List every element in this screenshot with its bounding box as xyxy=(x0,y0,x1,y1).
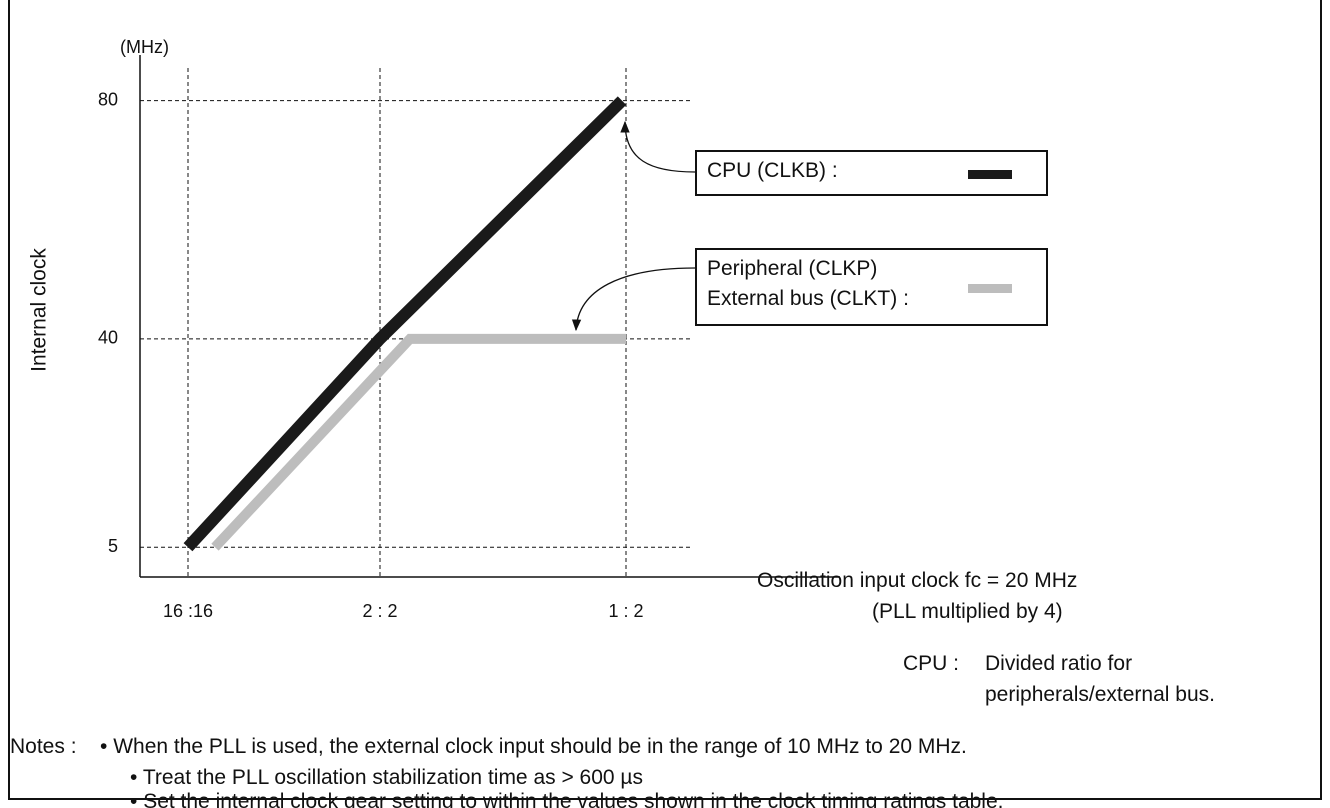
x-tick-label: 2 : 2 xyxy=(362,601,397,621)
note: When the PLL is used, the external clock… xyxy=(100,735,967,759)
annotation: (PLL multiplied by 4) xyxy=(872,600,1063,623)
legend-label: CPU (CLKB) : xyxy=(707,159,838,182)
annotation: CPU : xyxy=(903,652,960,675)
legend-swatch xyxy=(968,284,1012,293)
y-axis-label: Internal clock xyxy=(28,248,51,372)
notes-label: Notes : xyxy=(10,735,77,758)
y-tick-label: 40 xyxy=(98,328,118,348)
y-tick-label: 5 xyxy=(108,536,118,556)
legend-label: Peripheral (CLKP) External bus (CLKT) : xyxy=(707,257,909,310)
legend-swatch xyxy=(968,170,1012,179)
series-line xyxy=(183,96,627,552)
note: Treat the PLL oscillation stabilization … xyxy=(130,766,643,790)
arrow xyxy=(571,267,696,332)
x-tick-label: 1 : 2 xyxy=(608,601,643,621)
annotation: Oscillation input clock fc = 20 MHz xyxy=(757,569,1078,592)
legend-item: CPU (CLKB) : xyxy=(695,150,1048,196)
series-line xyxy=(211,333,626,551)
arrow xyxy=(620,120,696,173)
y-tick-label: 80 xyxy=(98,89,118,109)
y-unit: (MHz) xyxy=(120,37,169,57)
legend-item: Peripheral (CLKP) External bus (CLKT) : xyxy=(695,248,1048,326)
note: Set the internal clock gear setting to w… xyxy=(130,790,1003,808)
x-tick-label: 16 :16 xyxy=(163,601,213,621)
annotation: Divided ratio for peripherals/external b… xyxy=(985,652,1215,706)
